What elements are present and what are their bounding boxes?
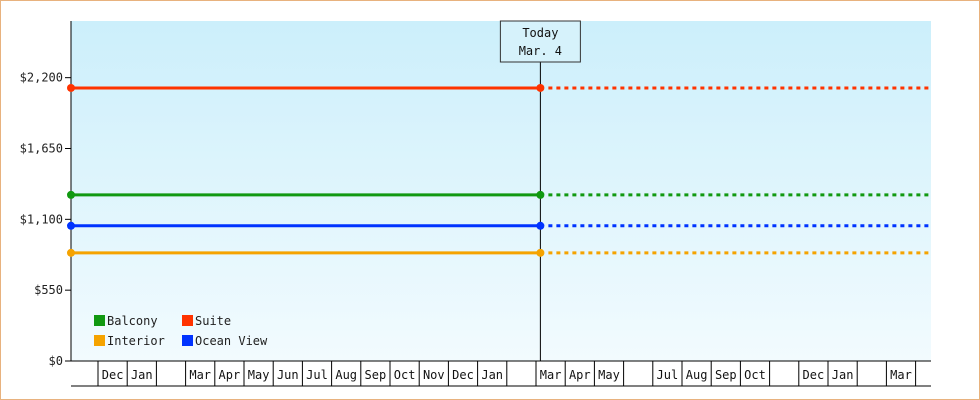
legend-swatch xyxy=(182,335,193,346)
month-label: May xyxy=(598,368,620,382)
series-point-suite xyxy=(536,83,545,92)
legend-swatch xyxy=(94,335,105,346)
series-point-balcony xyxy=(67,190,75,199)
month-label: May xyxy=(248,368,270,382)
month-label: Sep xyxy=(715,368,737,382)
plot-area xyxy=(71,21,931,361)
month-label: Apr xyxy=(569,368,591,382)
today-marker: Today Mar. 4 xyxy=(499,20,581,361)
y-tick-label: $2,200 xyxy=(20,71,63,85)
month-label: Sep xyxy=(365,368,387,382)
month-label: Jul xyxy=(657,368,679,382)
series-point-ocean-view xyxy=(67,221,75,230)
month-label: Mar xyxy=(189,368,211,382)
month-label: Oct xyxy=(744,368,766,382)
y-tick-label: $0 xyxy=(49,354,63,368)
month-label: Mar xyxy=(890,368,912,382)
legend-swatch xyxy=(182,315,193,326)
series-point-ocean-view xyxy=(536,221,545,230)
today-date: Mar. 4 xyxy=(519,44,562,58)
y-tick-label: $550 xyxy=(34,283,63,297)
month-label: Dec xyxy=(452,368,474,382)
series-point-interior xyxy=(536,248,545,257)
y-tick-label: $1,100 xyxy=(20,212,63,226)
month-label: Oct xyxy=(394,368,416,382)
series-point-balcony xyxy=(536,190,545,199)
month-label: Mar xyxy=(540,368,562,382)
series-lines xyxy=(67,83,931,257)
legend: Balcony Suite Interior Ocean View xyxy=(94,314,268,348)
month-label: Jan xyxy=(481,368,503,382)
y-axis: $0 $550 $1,100 $1,650 $2,200 xyxy=(20,21,72,368)
month-label: Aug xyxy=(335,368,357,382)
month-label: Dec xyxy=(803,368,825,382)
x-axis: Dec Jan Mar Apr May Jun Jul Aug Sep Oct Nov Dec Jan M… xyxy=(71,360,931,387)
series-point-interior xyxy=(67,248,75,257)
legend-swatch xyxy=(94,315,105,326)
month-label: Jan xyxy=(832,368,854,382)
series-point-suite xyxy=(67,83,75,92)
month-label: Aug xyxy=(686,368,708,382)
legend-label: Ocean View xyxy=(195,334,268,348)
month-label: Jun xyxy=(277,368,299,382)
legend-label: Balcony xyxy=(107,314,158,328)
month-label: Nov xyxy=(423,368,445,382)
month-label: Jan xyxy=(131,368,153,382)
month-label: Dec xyxy=(102,368,124,382)
legend-label: Suite xyxy=(195,314,231,328)
month-label: Jul xyxy=(306,368,328,382)
legend-label: Interior xyxy=(107,334,165,348)
today-label: Today xyxy=(522,26,558,40)
today-box xyxy=(499,20,581,63)
month-label: Apr xyxy=(219,368,241,382)
y-tick-label: $1,650 xyxy=(20,142,63,156)
